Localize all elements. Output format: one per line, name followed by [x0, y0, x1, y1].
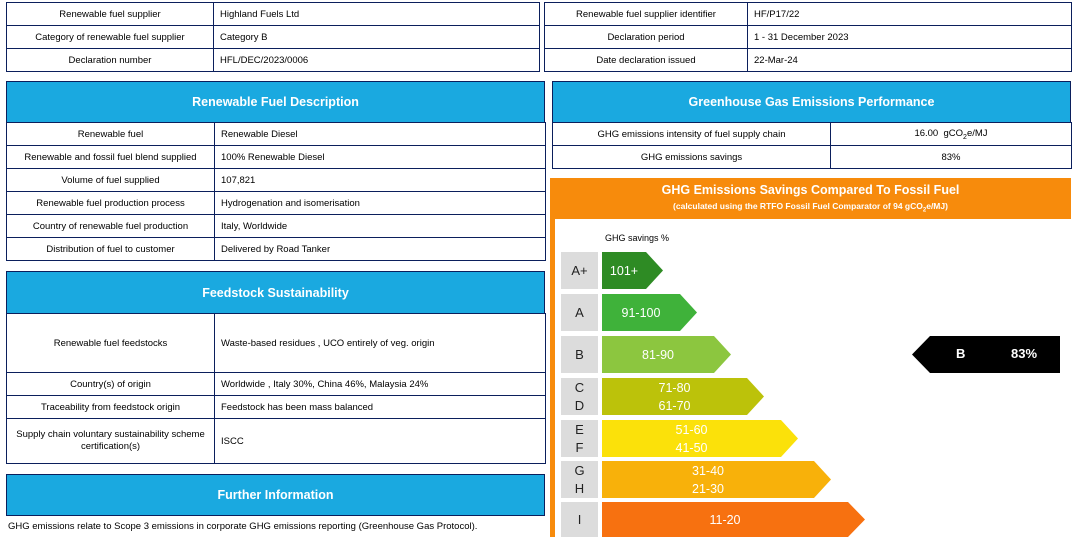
- supplier-identifier-label: Renewable fuel supplier identifier: [544, 2, 748, 26]
- traceability-label: Traceability from feedstock origin: [6, 395, 215, 419]
- marker-grade: B: [956, 346, 966, 361]
- band-range-label: 21-30: [692, 481, 724, 496]
- band-range-label: 31-40: [692, 463, 724, 478]
- category-value: Category B: [213, 25, 540, 49]
- process-label: Renewable fuel production process: [6, 191, 215, 215]
- grade-letter: I: [577, 511, 582, 527]
- ghg-chart-subtitle: (calculated using the RTFO Fossil Fuel C…: [673, 201, 948, 214]
- grade-letter: B: [575, 346, 584, 362]
- traceability-value: Feedstock has been mass balanced: [214, 395, 546, 419]
- grade-letter: G: [574, 462, 585, 478]
- further-info-title: Further Information: [6, 474, 545, 516]
- band-range-label: 81-90: [642, 347, 674, 362]
- grade-letter: F: [575, 439, 584, 455]
- ghg-axis-label: GHG savings %: [605, 233, 670, 243]
- production-country-value: Italy, Worldwide: [214, 214, 546, 238]
- savings-band-bar: 31-40 21-30: [602, 461, 831, 498]
- date-issued-label: Date declaration issued: [544, 48, 748, 72]
- declaration-number-value: HFL/DEC/2023/0006: [213, 48, 540, 72]
- intensity-unit: gCO2e/MJ: [943, 127, 988, 141]
- supplier-identifier-value: HF/P17/22: [747, 2, 1072, 26]
- process-value: Hydrogenation and isomerisation: [214, 191, 546, 215]
- grade-letter: E: [575, 421, 584, 437]
- origin-value: Worldwide , Italy 30%, China 46%, Malays…: [214, 372, 546, 396]
- grade-letter: A+: [571, 262, 588, 278]
- grade-letter: H: [574, 480, 585, 496]
- intensity-value-cell: 16.00 gCO2e/MJ: [830, 122, 1072, 146]
- distribution-value: Delivered by Road Tanker: [214, 237, 546, 261]
- band-range-label: 11-20: [709, 512, 741, 527]
- feedstock-table: Renewable fuel feedstocks Waste-based res…: [6, 313, 546, 464]
- feedstocks-label: Renewable fuel feedstocks: [6, 313, 215, 373]
- header-right-table: Renewable fuel supplier identifier HF/P1…: [544, 2, 1072, 72]
- savings-value: 83%: [830, 145, 1072, 169]
- production-country-label: Country of renewable fuel production: [6, 214, 215, 238]
- blend-label: Renewable and fossil fuel blend supplied: [6, 145, 215, 169]
- fuel-value: Renewable Diesel: [214, 122, 546, 146]
- header-left-table: Renewable fuel supplier Highland Fuels L…: [6, 2, 540, 72]
- feedstock-title: Feedstock Sustainability: [6, 271, 545, 313]
- blend-value: 100% Renewable Diesel: [214, 145, 546, 169]
- grade-letter: D: [574, 397, 585, 413]
- distribution-label: Distribution of fuel to customer: [6, 237, 215, 261]
- grade-cell: I: [561, 502, 598, 537]
- fuel-description-title: Renewable Fuel Description: [6, 81, 545, 122]
- savings-band-bar: 91-100: [602, 294, 697, 331]
- declaration-number-label: Declaration number: [6, 48, 214, 72]
- savings-label: GHG emissions savings: [552, 145, 831, 169]
- supplier-value: Highland Fuels Ltd: [213, 2, 540, 26]
- ghg-marker: B 83%: [912, 336, 1060, 373]
- supplier-label: Renewable fuel supplier: [6, 2, 214, 26]
- grade-cell: A: [561, 294, 598, 331]
- band-range-label: 41-50: [675, 440, 708, 455]
- volume-value: 107,821: [214, 168, 546, 192]
- grade-cell: A+: [561, 252, 598, 289]
- further-info-text: GHG emissions relate to Scope 3 emission…: [8, 521, 478, 532]
- band-range-label: 51-60: [675, 422, 708, 437]
- fuel-label: Renewable fuel: [6, 122, 215, 146]
- date-issued-value: 22-Mar-24: [747, 48, 1072, 72]
- band-range-label: 71-80: [658, 380, 691, 395]
- band-range-label: 61-70: [658, 398, 691, 413]
- savings-band-bar: 11-20: [602, 502, 865, 537]
- ghg-performance-title: Greenhouse Gas Emissions Performance: [552, 81, 1071, 122]
- certification-label: Supply chain voluntary sustainability sc…: [6, 418, 215, 464]
- category-label: Category of renewable fuel supplier: [6, 25, 214, 49]
- declaration-period-label: Declaration period: [544, 25, 748, 49]
- ghg-chart-title: GHG Emissions Savings Compared To Fossil…: [661, 183, 960, 197]
- ghg-performance-table: GHG emissions intensity of fuel supply c…: [552, 122, 1072, 169]
- grade-letter: A: [575, 304, 584, 320]
- marker-value: 83%: [1011, 346, 1038, 361]
- grade-cell: B: [561, 336, 598, 373]
- fuel-description-table: Renewable fuel Renewable Diesel Renewable…: [6, 122, 546, 261]
- volume-label: Volume of fuel supplied: [6, 168, 215, 192]
- intensity-value: 16.00: [914, 127, 939, 139]
- savings-band-bar: 51-60 41-50: [602, 420, 798, 457]
- savings-band-bar: 71-80 61-70: [602, 378, 764, 415]
- grade-letter: C: [574, 379, 585, 395]
- band-range-label: 91-100: [621, 305, 661, 320]
- feedstocks-value: Waste-based residues , UCO entirely of v…: [214, 313, 546, 373]
- declaration-period-value: 1 - 31 December 2023: [747, 25, 1072, 49]
- band-range-label: 101+: [609, 263, 639, 278]
- intensity-label: GHG emissions intensity of fuel supply c…: [552, 122, 831, 146]
- savings-band-bar: 81-90: [602, 336, 731, 373]
- origin-label: Country(s) of origin: [6, 372, 215, 396]
- certification-value: ISCC: [214, 418, 546, 464]
